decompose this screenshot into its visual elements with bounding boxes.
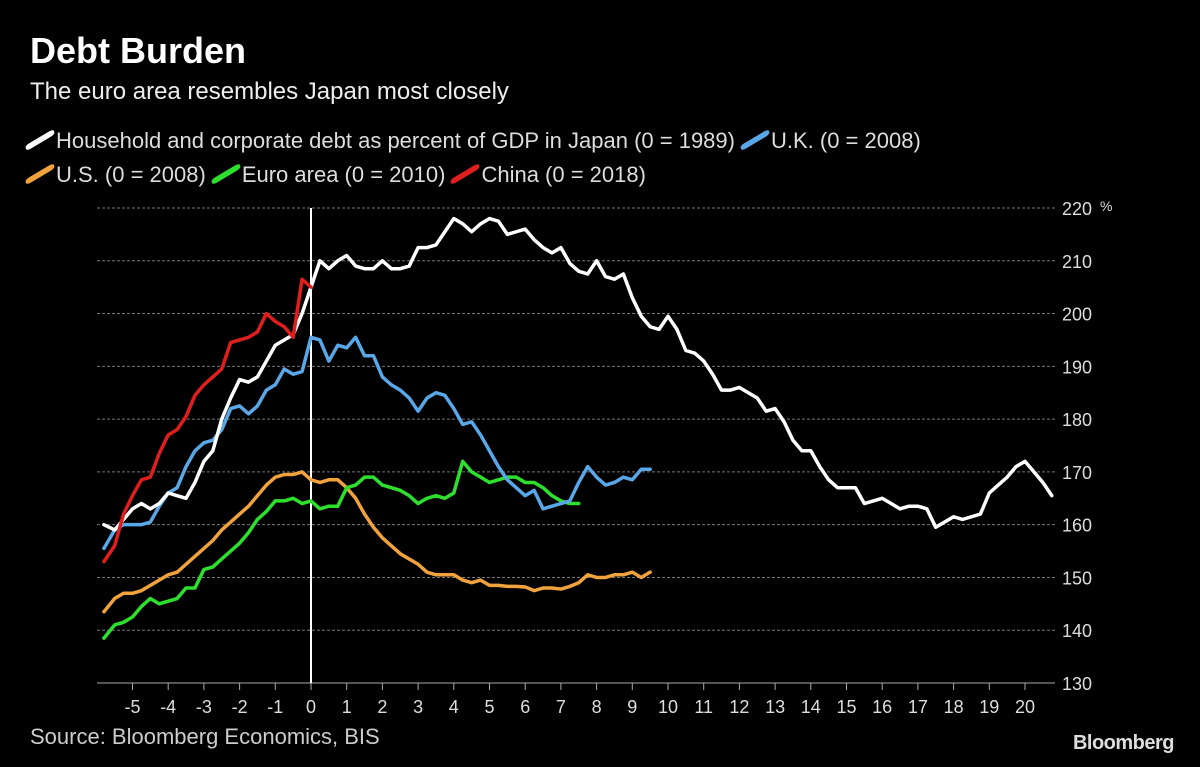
x-tick-label: -3 bbox=[196, 697, 212, 717]
y-tick-label: 220 bbox=[1062, 199, 1092, 219]
legend-item: Euro area (0 = 2010) bbox=[210, 158, 446, 192]
x-tick-label: 0 bbox=[306, 697, 316, 717]
x-tick-label: 14 bbox=[801, 697, 821, 717]
legend-item: U.K. (0 = 2008) bbox=[739, 124, 921, 158]
y-tick-label: 180 bbox=[1062, 410, 1092, 430]
x-tick-label: 15 bbox=[836, 697, 856, 717]
x-tick-label: 16 bbox=[872, 697, 892, 717]
legend-item: Household and corporate debt as percent … bbox=[24, 124, 735, 158]
legend-item: U.S. (0 = 2008) bbox=[24, 158, 206, 192]
legend-label: U.K. (0 = 2008) bbox=[770, 128, 921, 153]
y-tick-label: 210 bbox=[1062, 252, 1092, 272]
source-note: Source: Bloomberg Economics, BIS bbox=[30, 724, 380, 749]
x-tick-label: 5 bbox=[484, 697, 494, 717]
x-tick-label: 20 bbox=[1015, 697, 1035, 717]
x-tick-label: 4 bbox=[449, 697, 459, 717]
series-line-2 bbox=[102, 470, 652, 614]
series-line-4 bbox=[102, 277, 313, 564]
chart-subtitle: The euro area resembles Japan most close… bbox=[30, 78, 509, 105]
legend-label: U.S. (0 = 2008) bbox=[56, 162, 206, 187]
legend-label: Household and corporate debt as percent … bbox=[56, 128, 735, 153]
legend-item: China (0 = 2018) bbox=[450, 158, 646, 192]
x-tick-label: 18 bbox=[944, 697, 964, 717]
bloomberg-logo: Bloomberg bbox=[1072, 732, 1175, 754]
x-tick-label: 9 bbox=[627, 697, 637, 717]
x-tick-label: 2 bbox=[377, 697, 387, 717]
x-tick-label: 1 bbox=[342, 697, 352, 717]
chart-title: Debt Burden bbox=[30, 30, 246, 71]
x-tick-label: -4 bbox=[160, 697, 176, 717]
x-tick-label: 11 bbox=[694, 697, 713, 717]
x-tick-label: -5 bbox=[124, 697, 140, 717]
x-tick-label: 13 bbox=[765, 697, 785, 717]
legend-label: China (0 = 2018) bbox=[481, 162, 646, 187]
x-tick-label: 6 bbox=[520, 697, 530, 717]
x-tick-label: 12 bbox=[729, 697, 749, 717]
x-tick-label: -2 bbox=[232, 697, 248, 717]
x-tick-label: 17 bbox=[908, 697, 928, 717]
y-tick-label: 160 bbox=[1062, 516, 1092, 536]
series-line-0 bbox=[102, 216, 1054, 532]
y-tick-label: 190 bbox=[1062, 357, 1092, 377]
y-tick-label: 140 bbox=[1062, 621, 1092, 641]
x-tick-label: 19 bbox=[979, 697, 999, 717]
series-line-1 bbox=[102, 335, 652, 551]
y-tick-label: 130 bbox=[1062, 674, 1092, 694]
y-unit-label: % bbox=[1100, 198, 1112, 214]
series-line-3 bbox=[102, 459, 581, 640]
y-tick-label: 150 bbox=[1062, 568, 1092, 588]
legend-label: Euro area (0 = 2010) bbox=[241, 162, 446, 187]
x-tick-label: 10 bbox=[658, 697, 678, 717]
x-tick-label: 8 bbox=[592, 697, 602, 717]
x-tick-label: 3 bbox=[413, 697, 423, 717]
x-tick-label: -1 bbox=[267, 697, 283, 717]
x-tick-label: 7 bbox=[556, 697, 566, 717]
legend: Household and corporate debt as percent … bbox=[24, 124, 1130, 192]
y-tick-label: 200 bbox=[1062, 305, 1092, 325]
y-tick-label: 170 bbox=[1062, 463, 1092, 483]
